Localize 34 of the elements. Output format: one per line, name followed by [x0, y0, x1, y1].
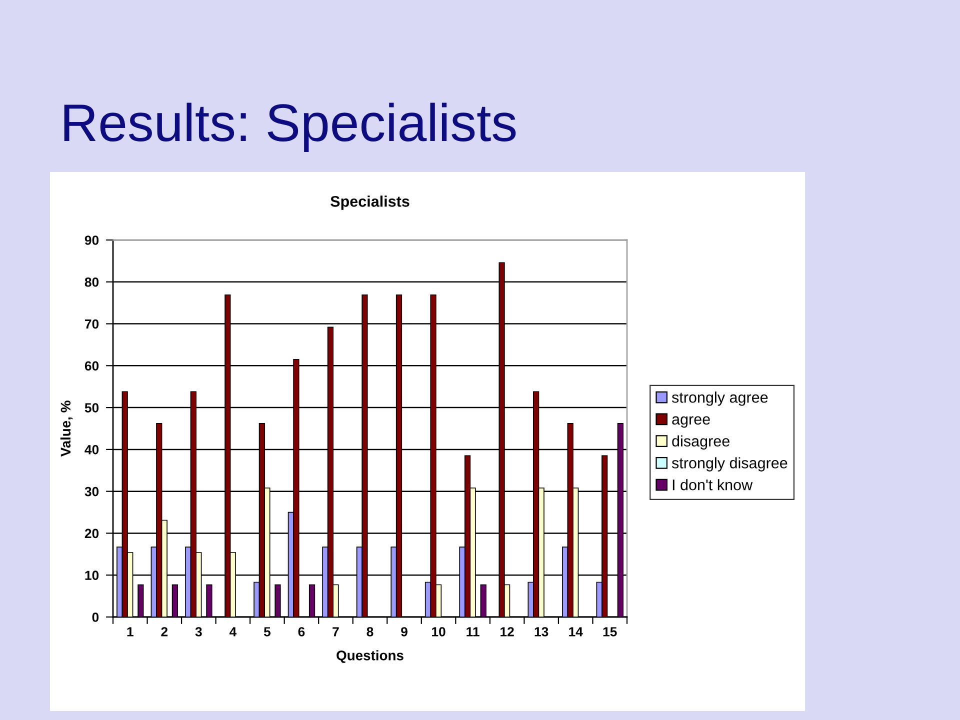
x-tick-label: 7 — [332, 627, 339, 636]
y-tick-label: 40 — [84, 445, 99, 454]
y-tick-label: 80 — [84, 277, 99, 287]
x-tick-label: 6 — [298, 627, 305, 636]
y-tick-label: 60 — [84, 361, 99, 371]
x-tick-label: 5 — [264, 627, 270, 636]
y-tick-label: 0 — [92, 612, 99, 622]
legend-label: disagree — [672, 435, 730, 450]
y-tick-label: 20 — [84, 528, 99, 538]
y-tick-label: 50 — [84, 403, 99, 412]
legend-label: agree — [672, 416, 710, 428]
x-axis-title: Questions — [336, 650, 404, 663]
chart-title: Results: Specialists — [64, 102, 516, 152]
x-tick-label: 9 — [401, 627, 408, 636]
x-tick-label: 11 — [466, 627, 480, 636]
x-tick-label: 2 — [161, 627, 168, 636]
x-tick-label: 4 — [229, 627, 237, 636]
y-tick-label: 70 — [85, 319, 99, 329]
legend-label: strongly disagree — [672, 457, 788, 472]
x-tick-label: 10 — [432, 627, 446, 636]
x-tick-label: 15 — [603, 627, 617, 636]
x-tick-label: 8 — [366, 627, 374, 636]
y-axis-title: Value, % — [60, 400, 73, 457]
chart-subtitle: Specialists — [330, 196, 410, 210]
x-tick-label: 3 — [195, 627, 202, 636]
x-tick-label: 1 — [127, 627, 134, 636]
y-tick-label: 30 — [84, 486, 99, 496]
legend-label: I don't know — [672, 479, 753, 490]
y-tick-label: 10 — [85, 570, 99, 580]
x-tick-label: 13 — [534, 627, 548, 636]
legend-label: strongly agree — [672, 392, 768, 406]
x-tick-label: 12 — [500, 627, 514, 636]
x-tick-label: 14 — [569, 627, 583, 636]
y-tick-label: 90 — [84, 236, 99, 245]
